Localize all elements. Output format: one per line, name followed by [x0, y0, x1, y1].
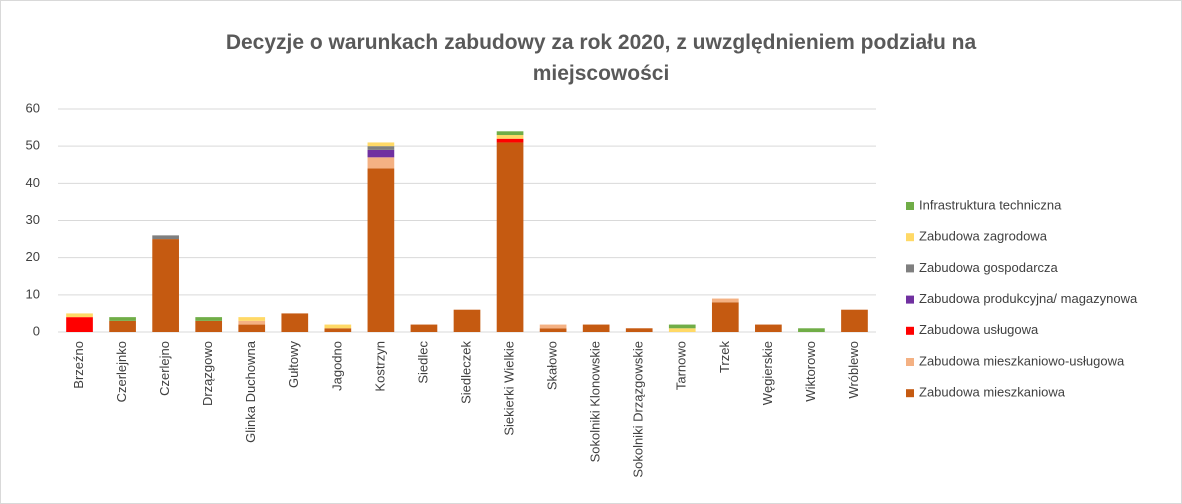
legend-swatch: [906, 202, 914, 210]
bar-segment: [496, 138, 524, 143]
legend-label: Zabudowa produkcyjna/ magazynowa: [919, 291, 1138, 306]
legend-label: Zabudowa zagrodowa: [919, 229, 1048, 244]
bar-segment: [195, 320, 223, 332]
x-tick-label: Skałowo: [545, 341, 560, 390]
x-tick-label: Brzeźno: [71, 341, 86, 389]
y-tick-label: 60: [26, 100, 40, 115]
x-tick-label: Sokolniki Klonowskie: [588, 341, 603, 462]
legend-swatch: [906, 233, 914, 242]
x-tick-label: Siedlec: [415, 341, 430, 384]
bar-segment: [109, 317, 136, 321]
x-tick-label: Sokolniki Drzązgowskie: [631, 341, 646, 478]
x-tick-label: Kostrzyn: [372, 341, 387, 392]
legend-swatch: [906, 264, 914, 273]
bar-segment: [281, 313, 309, 332]
y-tick-label: 40: [26, 175, 40, 190]
x-tick-label: Siekierki Wielkie: [501, 341, 516, 436]
bar-segment: [66, 317, 93, 332]
bar-segment: [798, 328, 825, 332]
x-tick-label: Węgierskie: [760, 341, 775, 405]
legend-label: Zabudowa gospodarcza: [919, 260, 1059, 275]
bar-segment: [841, 309, 868, 332]
chart-title: Decyzje o warunkach zabudowy za rok 2020…: [225, 31, 977, 85]
legend-swatch: [906, 389, 914, 398]
legend-swatch: [906, 295, 914, 304]
bar-segment: [668, 324, 696, 329]
bar-segment: [66, 313, 93, 318]
bar-segment: [367, 168, 395, 332]
legend-label: Zabudowa mieszkaniowa: [919, 385, 1066, 400]
legend-swatch: [906, 326, 914, 335]
bar-segment: [625, 328, 653, 332]
x-tick-label: Wiktorowo: [803, 341, 818, 402]
y-tick-label: 20: [26, 249, 40, 264]
bar-segment: [109, 320, 136, 332]
legend-label: Infrastruktura techniczna: [919, 197, 1062, 212]
bar-segment: [582, 324, 610, 332]
bar-segment: [496, 131, 524, 136]
x-tick-label: Czerlejno: [157, 341, 172, 396]
bar-segment: [367, 157, 395, 169]
x-tick-label: Drzązgowo: [200, 341, 215, 406]
legend-swatch: [906, 358, 914, 366]
x-tick-label: Trzek: [717, 341, 732, 374]
y-tick-label: 30: [26, 212, 40, 227]
x-tick-label: Siedleczek: [458, 341, 473, 404]
bar-segment: [668, 328, 696, 332]
x-tick-label: Jagodno: [329, 341, 344, 391]
bar-segment: [410, 324, 438, 332]
bar-segment: [496, 135, 524, 139]
legend-label: Zabudowa usługowa: [919, 322, 1039, 337]
x-tick-label: Glinka Duchowna: [243, 340, 258, 443]
bar-segment: [711, 298, 739, 303]
y-tick-label: 10: [26, 286, 40, 301]
bar-segment: [367, 146, 395, 150]
bar-segment: [152, 239, 179, 332]
legend-label: Zabudowa mieszkaniowo-usługowa: [919, 353, 1125, 368]
bar-segment: [238, 320, 266, 325]
x-tick-label: Tarnowo: [674, 341, 689, 390]
bar-segment: [711, 302, 739, 332]
bar-segment: [539, 328, 567, 332]
bar-segment: [238, 317, 266, 321]
bar-segment: [195, 317, 223, 321]
bar-segment: [367, 142, 395, 147]
x-tick-label: Wróblewo: [846, 341, 861, 399]
bar-segment: [539, 324, 567, 329]
bar-segment: [755, 324, 782, 332]
bar-segment: [324, 324, 352, 329]
x-tick-label: Czerlejnko: [114, 341, 129, 402]
bar-segment: [453, 309, 481, 332]
bar-segment: [152, 235, 179, 240]
y-tick-label: 0: [33, 323, 40, 338]
bar-segment: [496, 142, 524, 332]
bar-segment: [367, 149, 395, 158]
bar-segment: [324, 328, 352, 332]
bar-segment: [238, 324, 266, 332]
y-tick-label: 50: [26, 138, 40, 153]
x-tick-label: Gułtowy: [286, 341, 301, 388]
